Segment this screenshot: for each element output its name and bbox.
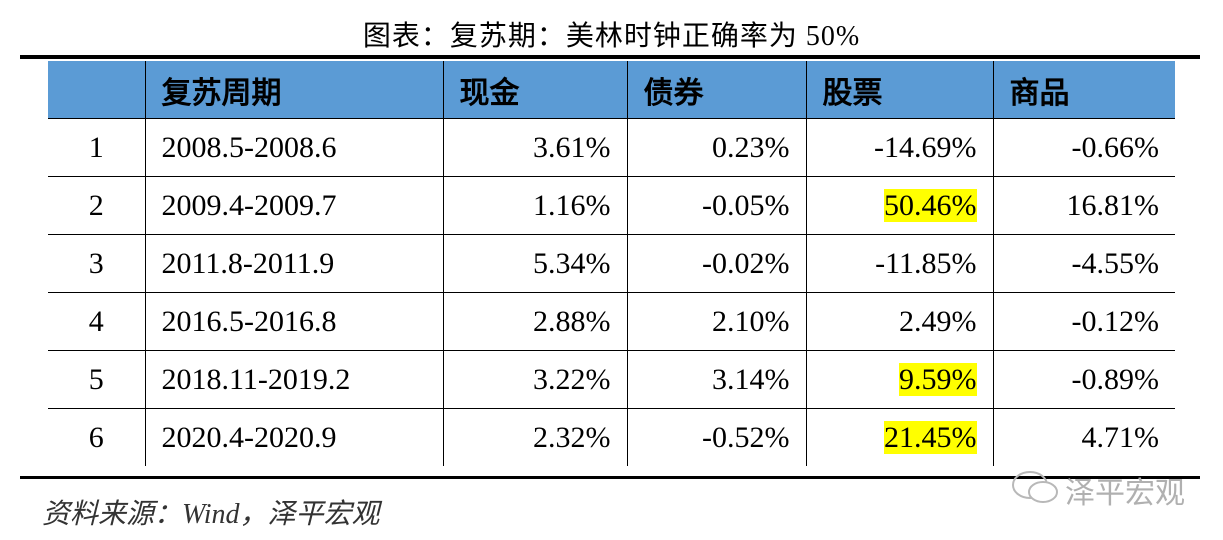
cell: -4.55% (992, 234, 1175, 293)
row: 4 2016.5-2016.8 2.88% 2.10% 2.49% -0.12% (48, 292, 1175, 351)
cell: 2.10% (626, 292, 807, 351)
cell: 2009.4-2009.7 (144, 176, 444, 235)
cell: 21.45% (805, 408, 994, 466)
bottom-rule (20, 476, 1200, 479)
cell: 2.32% (442, 408, 628, 466)
header-cell: 商品 (992, 61, 1175, 119)
row: 1 2008.5-2008.6 3.61% 0.23% -14.69% -0.66% (48, 118, 1175, 177)
source-note: 资料来源：Wind，泽平宏观 (42, 499, 380, 530)
cell: 4 (48, 292, 146, 351)
cell: 2.88% (442, 292, 628, 351)
cell: 3.14% (626, 350, 807, 409)
cell: 4.71% (992, 408, 1175, 466)
cell: 2018.11-2019.2 (144, 350, 444, 409)
watermark: 泽平宏观 (1065, 477, 1185, 510)
cell: 2020.4-2020.9 (144, 408, 444, 466)
highlighted-value: 50.46% (884, 188, 977, 222)
title: 图表：复苏期：美林时钟正确率为 50% (362, 21, 861, 52)
cell: 3 (48, 234, 146, 293)
cell: 2011.8-2011.9 (144, 234, 444, 293)
cell: -0.66% (992, 118, 1175, 177)
cell: -0.02% (626, 234, 807, 293)
cell: 2 (48, 176, 146, 235)
cell: -11.85% (805, 234, 994, 293)
header-cell: 股票 (805, 61, 994, 119)
watermark-icon (1012, 471, 1058, 503)
table: 复苏周期 现金 债券 股票 商品 1 2008.5-2008.6 3.61% 0.23… (48, 61, 1175, 466)
cell: -0.12% (992, 292, 1175, 351)
cell: 3.61% (442, 118, 628, 177)
cell: 3.22% (442, 350, 628, 409)
cell: 2.49% (805, 292, 994, 351)
top-rule (20, 55, 1200, 59)
header-row: 复苏周期 现金 债券 股票 商品 (48, 61, 1175, 119)
cell: 2016.5-2016.8 (144, 292, 444, 351)
row: 3 2011.8-2011.9 5.34% -0.02% -11.85% -4.55% (48, 234, 1175, 293)
cell: 6 (48, 408, 146, 466)
cell: 0.23% (626, 118, 807, 177)
highlighted-value: 21.45% (884, 420, 977, 454)
cell: 16.81% (992, 176, 1175, 235)
cell: 5.34% (442, 234, 628, 293)
header-cell (48, 61, 146, 119)
cell: 2008.5-2008.6 (144, 118, 444, 177)
row: 2 2009.4-2009.7 1.16% -0.05% 50.46% 16.81% (48, 176, 1175, 235)
cell: -0.89% (992, 350, 1175, 409)
cell: -0.05% (626, 176, 807, 235)
cell: 9.59% (805, 350, 994, 409)
highlighted-value: 9.59% (899, 362, 977, 396)
cell: 1 (48, 118, 146, 177)
cell: 50.46% (805, 176, 994, 235)
cell: -14.69% (805, 118, 994, 177)
cell: 5 (48, 350, 146, 409)
row: 5 2018.11-2019.2 3.22% 3.14% 9.59% -0.89% (48, 350, 1175, 409)
row: 6 2020.4-2020.9 2.32% -0.52% 21.45% 4.71% (48, 408, 1175, 466)
cell: -0.52% (626, 408, 807, 466)
header-cell: 复苏周期 (144, 61, 444, 119)
header-cell: 现金 (442, 61, 628, 119)
header-cell: 债券 (626, 61, 807, 119)
cell: 1.16% (442, 176, 628, 235)
